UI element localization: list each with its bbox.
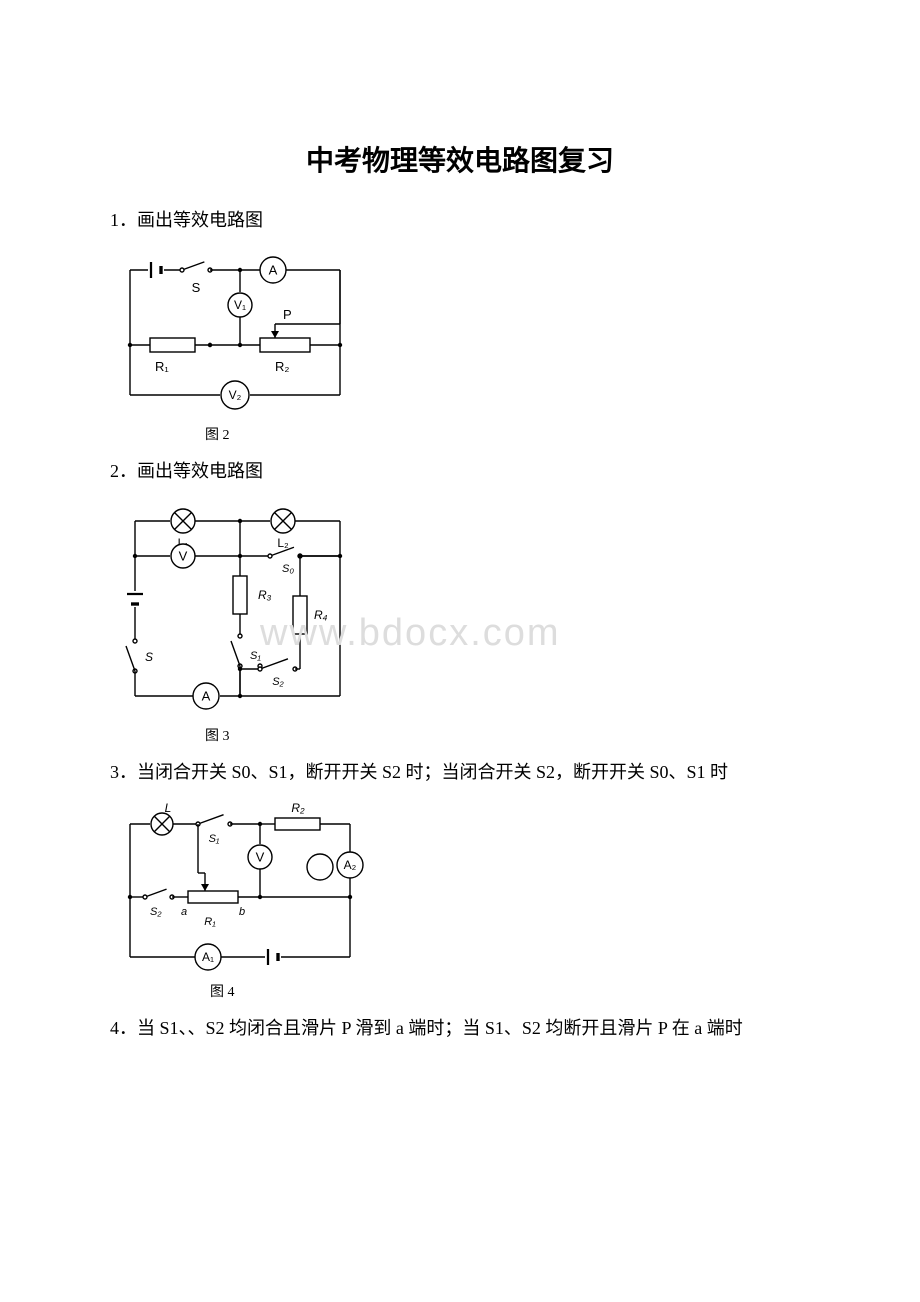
svg-text:V₁: V₁: [234, 298, 246, 312]
svg-text:A: A: [202, 688, 211, 703]
figure-2-caption: 图 2: [205, 424, 810, 444]
svg-text:S₂: S₂: [272, 676, 284, 688]
figure-3-circuit: L₁L₂VS₀R₃S₁R₄S₂AS: [110, 501, 360, 721]
svg-text:a: a: [181, 906, 187, 918]
svg-text:S₁: S₁: [209, 833, 220, 845]
svg-text:L: L: [165, 802, 172, 815]
item-1: 1．画出等效电路图: [110, 207, 810, 234]
svg-text:S: S: [192, 280, 201, 295]
figure-2-circuit: A S V₁ P R₁ R₂ V₂: [110, 250, 360, 420]
svg-text:S₀: S₀: [282, 563, 294, 575]
svg-text:b: b: [239, 906, 245, 918]
svg-text:R₃: R₃: [258, 588, 272, 602]
svg-text:R₄: R₄: [314, 608, 328, 622]
page: 中考物理等效电路图复习 1．画出等效电路图 A S V₁ P R₁ R₂ V₂ 图 2 2．…: [0, 0, 920, 1118]
svg-text:A₁: A₁: [202, 950, 214, 964]
item-2: 2．画出等效电路图: [110, 458, 810, 485]
svg-text:R₂: R₂: [291, 802, 305, 815]
figure-3-caption: 图 3: [205, 725, 810, 745]
svg-text:R₂: R₂: [275, 359, 289, 374]
figure-4-caption: 图 4: [210, 981, 810, 1001]
svg-text:S: S: [145, 650, 153, 664]
svg-text:R₁: R₁: [204, 916, 216, 928]
item-4: 4．当 S1、、S2 均闭合且滑片 P 滑到 a 端时；当 S1、S2 均断开且…: [110, 1015, 810, 1042]
svg-text:S₂: S₂: [150, 906, 162, 918]
svg-text:V: V: [256, 849, 265, 864]
svg-text:P: P: [283, 307, 292, 322]
svg-text:R₁: R₁: [155, 359, 169, 374]
svg-text:V: V: [179, 548, 188, 563]
svg-text:V₂: V₂: [229, 388, 242, 402]
page-title: 中考物理等效电路图复习: [110, 139, 810, 179]
svg-text:L₂: L₂: [277, 536, 289, 550]
svg-text:A₂: A₂: [344, 858, 357, 872]
figure-4-circuit: L S₁ R₂ S₂ a b R₁ V A₂ A₁: [110, 802, 370, 977]
svg-text:A: A: [269, 262, 278, 277]
svg-text:S₁: S₁: [250, 650, 261, 662]
item-3: 3．当闭合开关 S0、S1，断开开关 S2 时；当闭合开关 S2，断开开关 S0…: [110, 759, 810, 786]
